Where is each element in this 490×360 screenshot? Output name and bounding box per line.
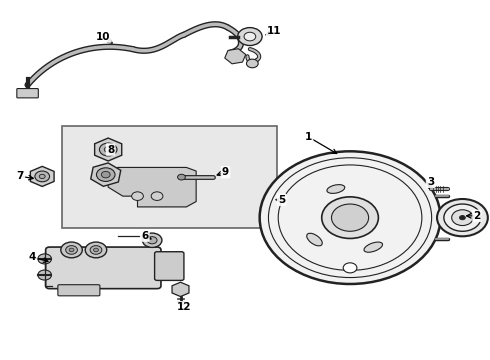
Circle shape: [38, 254, 51, 264]
Circle shape: [238, 28, 262, 45]
Circle shape: [322, 197, 378, 238]
Circle shape: [97, 168, 115, 181]
Ellipse shape: [327, 185, 345, 193]
FancyBboxPatch shape: [62, 126, 277, 228]
Circle shape: [38, 270, 51, 280]
Circle shape: [444, 204, 481, 231]
Text: 6: 6: [141, 231, 148, 240]
Text: 8: 8: [107, 144, 114, 154]
Text: 2: 2: [473, 211, 481, 221]
Circle shape: [39, 174, 45, 179]
Text: 9: 9: [222, 167, 229, 177]
Circle shape: [246, 59, 258, 68]
Circle shape: [101, 171, 110, 178]
Circle shape: [260, 151, 441, 284]
Circle shape: [460, 216, 465, 220]
Text: 11: 11: [267, 26, 282, 36]
Text: 12: 12: [177, 302, 191, 312]
Circle shape: [99, 143, 117, 156]
Circle shape: [244, 32, 256, 41]
Circle shape: [143, 233, 162, 247]
Circle shape: [85, 242, 107, 258]
Circle shape: [90, 246, 102, 254]
Text: 4: 4: [29, 252, 36, 262]
Ellipse shape: [364, 242, 383, 252]
Text: 3: 3: [427, 177, 434, 187]
Circle shape: [35, 171, 49, 182]
Circle shape: [151, 192, 163, 201]
FancyBboxPatch shape: [17, 89, 38, 98]
FancyBboxPatch shape: [46, 247, 161, 289]
FancyBboxPatch shape: [155, 252, 184, 280]
Circle shape: [437, 199, 488, 236]
Circle shape: [177, 174, 185, 180]
Circle shape: [66, 246, 77, 254]
Circle shape: [452, 210, 473, 226]
FancyBboxPatch shape: [58, 285, 100, 296]
Text: 5: 5: [278, 195, 285, 205]
Text: 1: 1: [305, 132, 312, 142]
Circle shape: [69, 248, 74, 252]
Circle shape: [132, 192, 144, 201]
Circle shape: [331, 204, 368, 231]
Circle shape: [343, 263, 357, 273]
Circle shape: [104, 147, 112, 152]
Polygon shape: [108, 167, 196, 207]
Circle shape: [94, 248, 98, 252]
Circle shape: [147, 237, 157, 244]
Ellipse shape: [307, 233, 322, 246]
Text: 10: 10: [96, 32, 111, 41]
Text: 7: 7: [17, 171, 24, 181]
Circle shape: [61, 242, 82, 258]
